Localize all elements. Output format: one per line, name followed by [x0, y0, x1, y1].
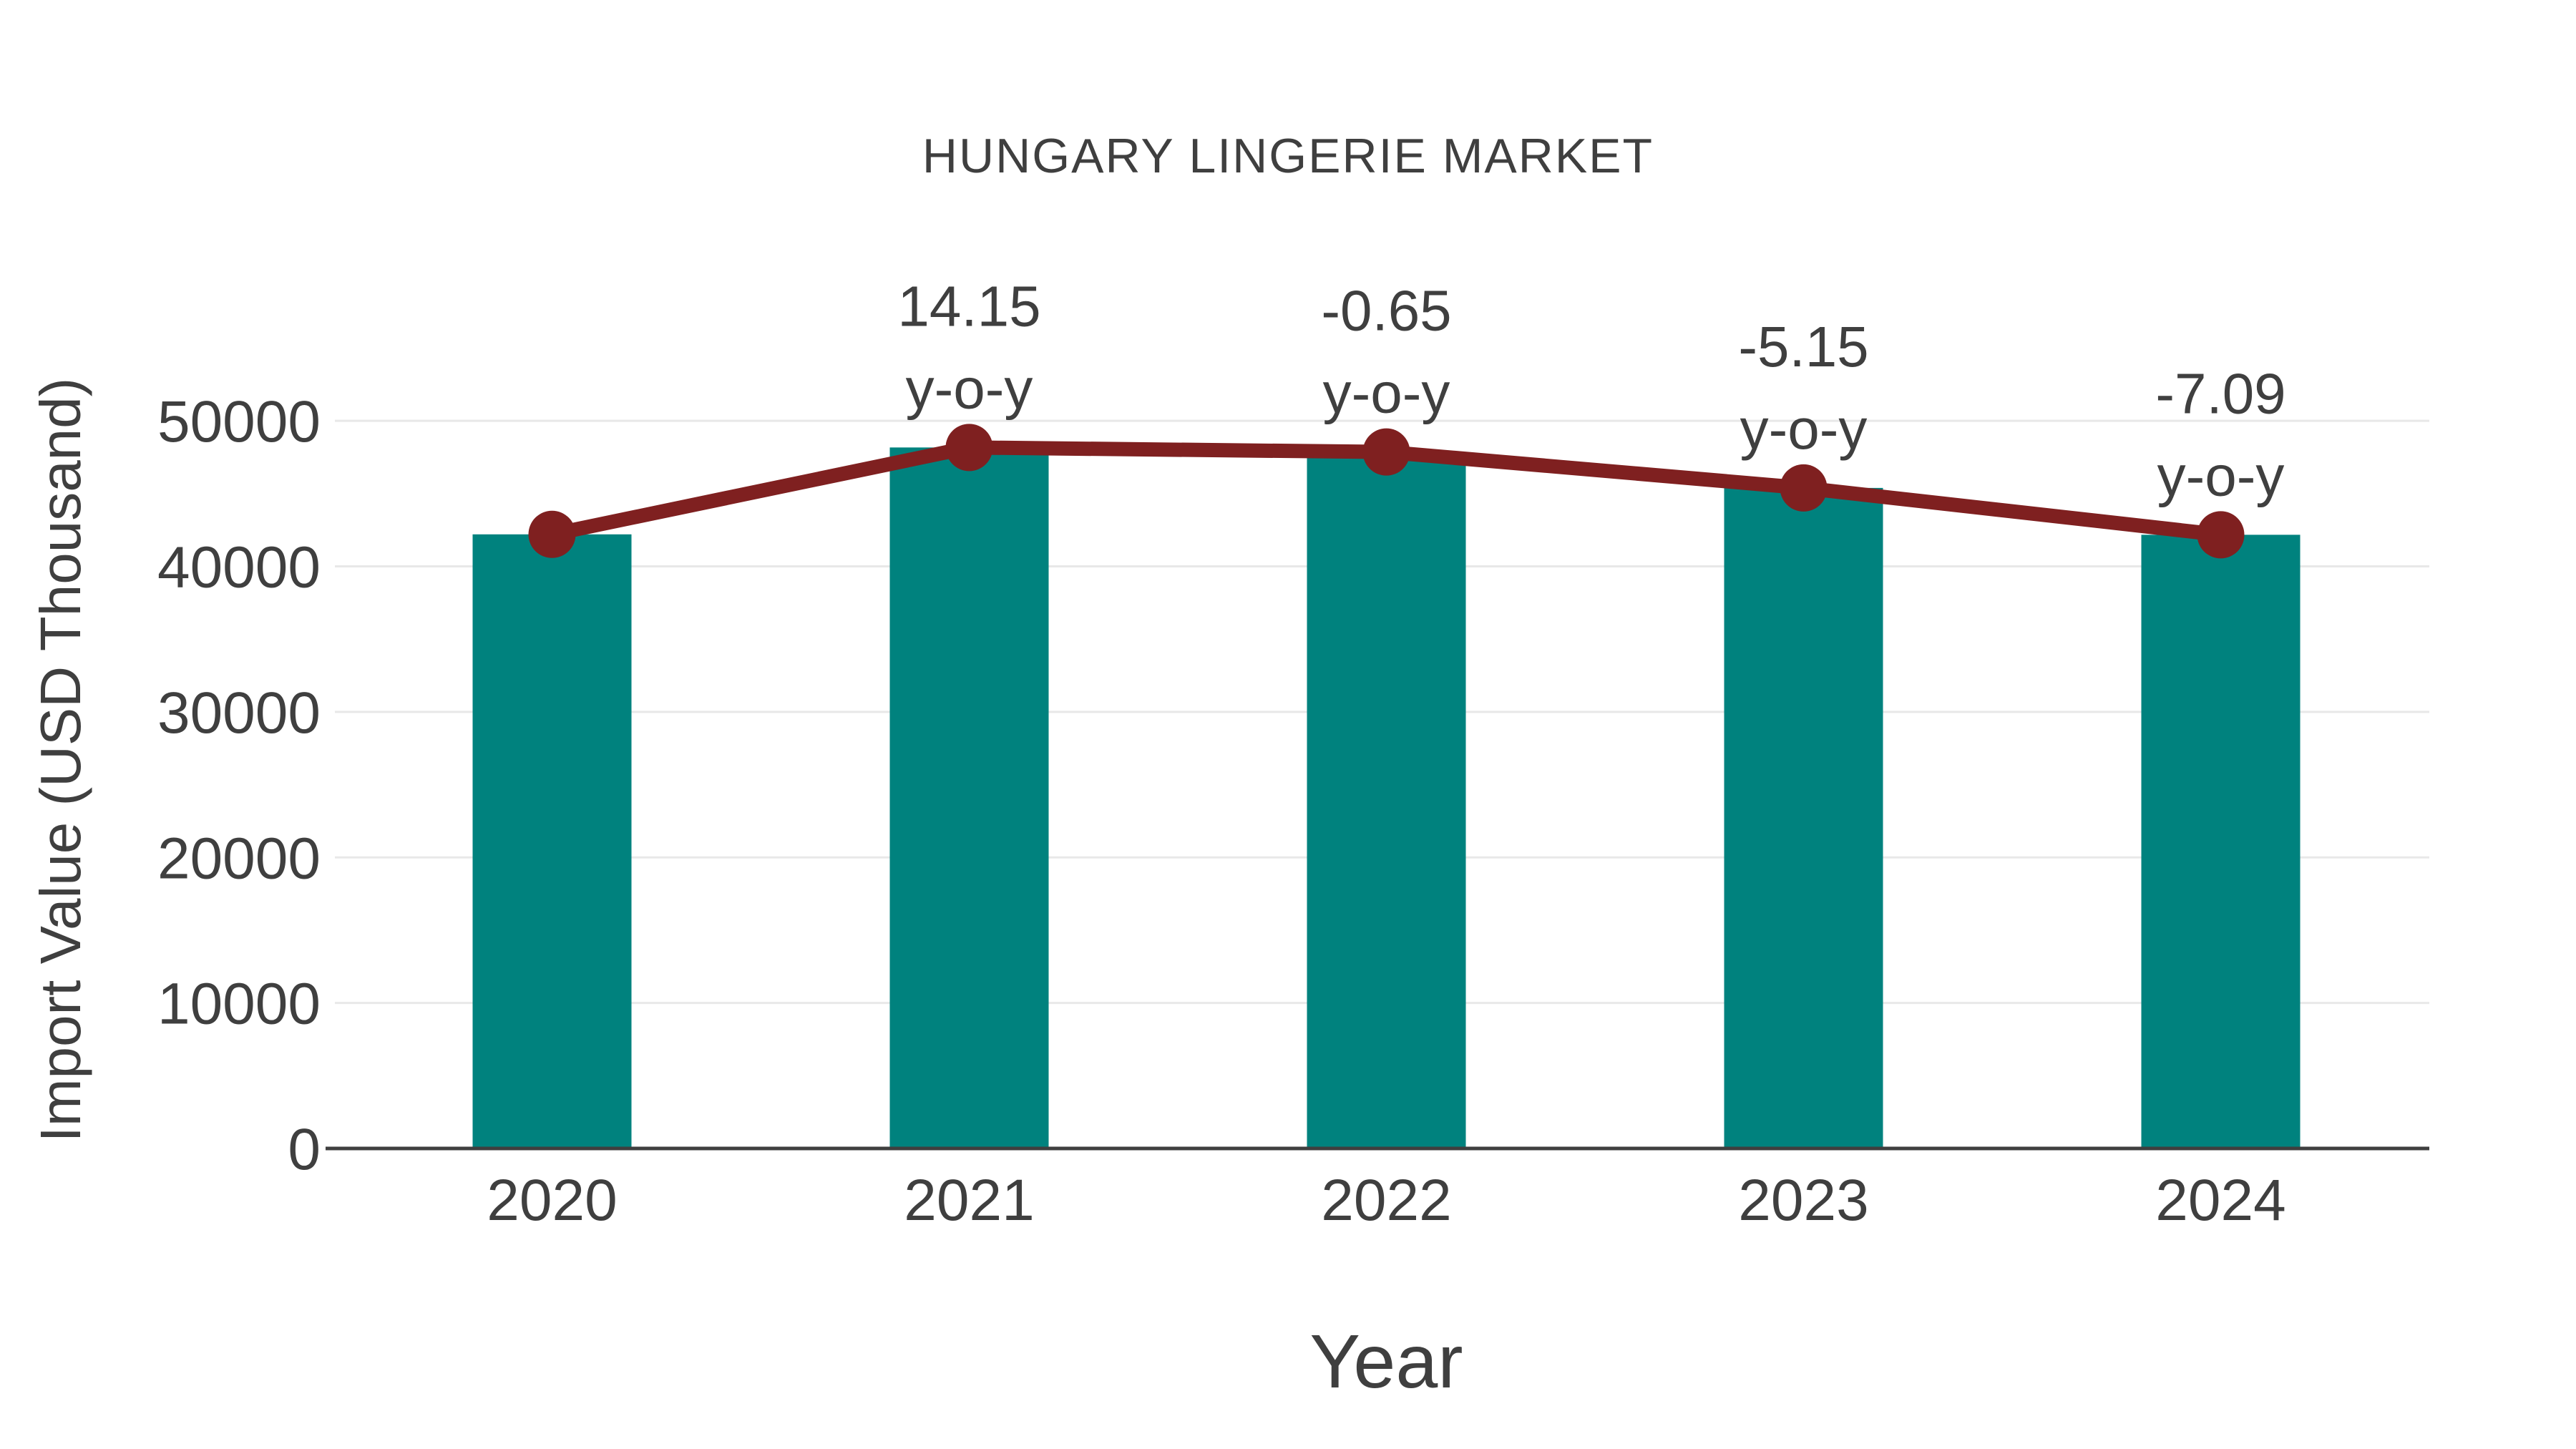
bar-2021: [889, 447, 1049, 1148]
bar-2020: [472, 534, 632, 1148]
chart-title: HUNGARY LINGERIE MARKET: [922, 129, 1654, 183]
x-tick-label-2021: 2021: [904, 1168, 1034, 1233]
y-tick-label-0: 0: [288, 1117, 321, 1182]
trend-marker-2023: [1780, 464, 1828, 512]
x-tick-label-2024: 2024: [2155, 1168, 2285, 1233]
x-tick-label-2020: 2020: [487, 1168, 617, 1233]
trend-marker-2021: [945, 424, 993, 472]
bar-2022: [1307, 452, 1466, 1148]
annotation-value-2021: 14.15: [897, 274, 1040, 338]
bar-2024: [2141, 535, 2301, 1148]
y-axis-title: Import Value (USD Thousand): [29, 377, 92, 1143]
bar-2023: [1724, 487, 1883, 1148]
y-tick-label-40000: 40000: [157, 535, 321, 600]
annotation-unit-2021: y-o-y: [906, 356, 1033, 420]
annotation-unit-2024: y-o-y: [2157, 444, 2285, 507]
annotation-unit-2023: y-o-y: [1740, 397, 1868, 461]
trend-marker-2022: [1362, 428, 1410, 476]
annotation-value-2024: -7.09: [2155, 361, 2285, 425]
x-tick-label-2023: 2023: [1738, 1168, 1868, 1233]
x-axis-title: Year: [1309, 1319, 1463, 1404]
annotation-unit-2022: y-o-y: [1323, 361, 1450, 425]
trend-marker-2020: [528, 510, 576, 558]
y-tick-label-20000: 20000: [157, 826, 321, 891]
annotation-value-2023: -5.15: [1738, 315, 1868, 379]
y-tick-label-50000: 50000: [157, 389, 321, 454]
trend-marker-2024: [2197, 511, 2245, 559]
annotation-value-2022: -0.65: [1321, 279, 1451, 343]
y-tick-label-10000: 10000: [157, 972, 321, 1037]
y-tick-label-30000: 30000: [157, 680, 321, 746]
x-tick-label-2022: 2022: [1321, 1168, 1451, 1233]
